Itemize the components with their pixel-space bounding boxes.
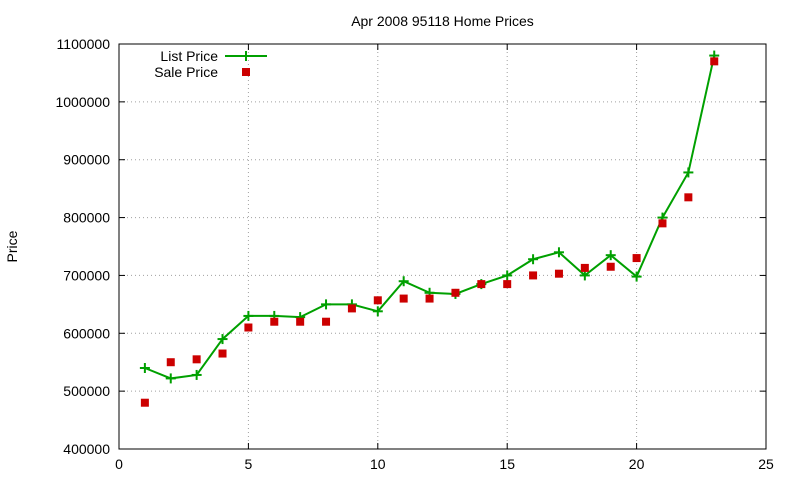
- list-price-point: [372, 306, 383, 317]
- sale-price-point: [244, 323, 253, 332]
- sale-price-point: [658, 219, 667, 228]
- sale-price-point: [632, 254, 641, 263]
- sale-price-point: [710, 57, 719, 66]
- grid: [119, 44, 766, 449]
- y-tick-label: 700000: [63, 267, 110, 283]
- list-price-line: [144, 55, 716, 380]
- y-tick-label: 1000000: [55, 94, 110, 110]
- sale-price-point: [477, 280, 486, 289]
- list-price-point: [191, 369, 202, 380]
- y-axis-label: Price: [4, 230, 20, 262]
- sale-price-point: [451, 288, 460, 297]
- chart-title: Apr 2008 95118 Home Prices: [351, 13, 534, 29]
- sale-price-point: [503, 280, 512, 289]
- sale-price-point: [218, 349, 227, 358]
- sale-price-point: [140, 398, 149, 407]
- sale-price-point: [399, 294, 408, 303]
- list-price-point: [579, 270, 590, 281]
- y-tick-label: 900000: [63, 152, 110, 168]
- list-price-point: [165, 373, 176, 384]
- sale-price-point: [373, 296, 382, 305]
- x-tick-label: 25: [758, 456, 774, 472]
- legend-square-swatch: [242, 68, 250, 76]
- list-price-point: [139, 363, 150, 373]
- list-price-point: [502, 270, 513, 281]
- sale-price-point: [606, 262, 615, 271]
- plot-frame: [118, 43, 767, 450]
- legend-plus-swatch: [241, 51, 251, 61]
- list-price-point: [217, 334, 228, 345]
- legend-label: Sale Price: [154, 64, 218, 80]
- sale-price-point: [192, 355, 201, 364]
- axis-ticks: 0 5 10 15 20 25 400000 500000 600000 700000 800000…: [55, 36, 774, 472]
- y-tick-label: 500000: [63, 383, 110, 399]
- sale-price-point: [322, 317, 331, 326]
- list-price-point: [553, 247, 564, 258]
- sale-price-point: [347, 304, 356, 313]
- y-tick-label: 600000: [63, 325, 110, 341]
- x-tick-label: 0: [115, 456, 123, 472]
- sale-price-point: [270, 317, 279, 326]
- sale-price-point: [580, 263, 589, 272]
- sale-price-point: [425, 294, 434, 303]
- sale-price-point: [296, 317, 305, 326]
- list-price-point: [683, 167, 694, 178]
- sale-price-point: [554, 269, 563, 278]
- list-price-point: [528, 254, 539, 265]
- y-tick-label: 400000: [63, 441, 110, 457]
- sale-price-point: [529, 271, 538, 280]
- series-sale-price: [140, 57, 719, 407]
- y-tick-label: 800000: [63, 210, 110, 226]
- list-price-point: [398, 276, 409, 287]
- list-price-point: [321, 299, 332, 310]
- series-list-price: [139, 50, 720, 384]
- sale-price-point: [166, 358, 175, 367]
- list-price-point: [605, 250, 616, 261]
- x-tick-label: 15: [499, 456, 515, 472]
- x-tick-label: 5: [245, 456, 253, 472]
- sale-price-point: [684, 193, 693, 202]
- x-tick-label: 20: [629, 456, 645, 472]
- x-tick-label: 10: [370, 456, 386, 472]
- list-price-point: [243, 310, 254, 321]
- plot-series: [139, 50, 720, 407]
- list-price-point: [631, 271, 642, 282]
- legend-label: List Price: [160, 48, 218, 64]
- y-tick-label: 1100000: [57, 36, 111, 52]
